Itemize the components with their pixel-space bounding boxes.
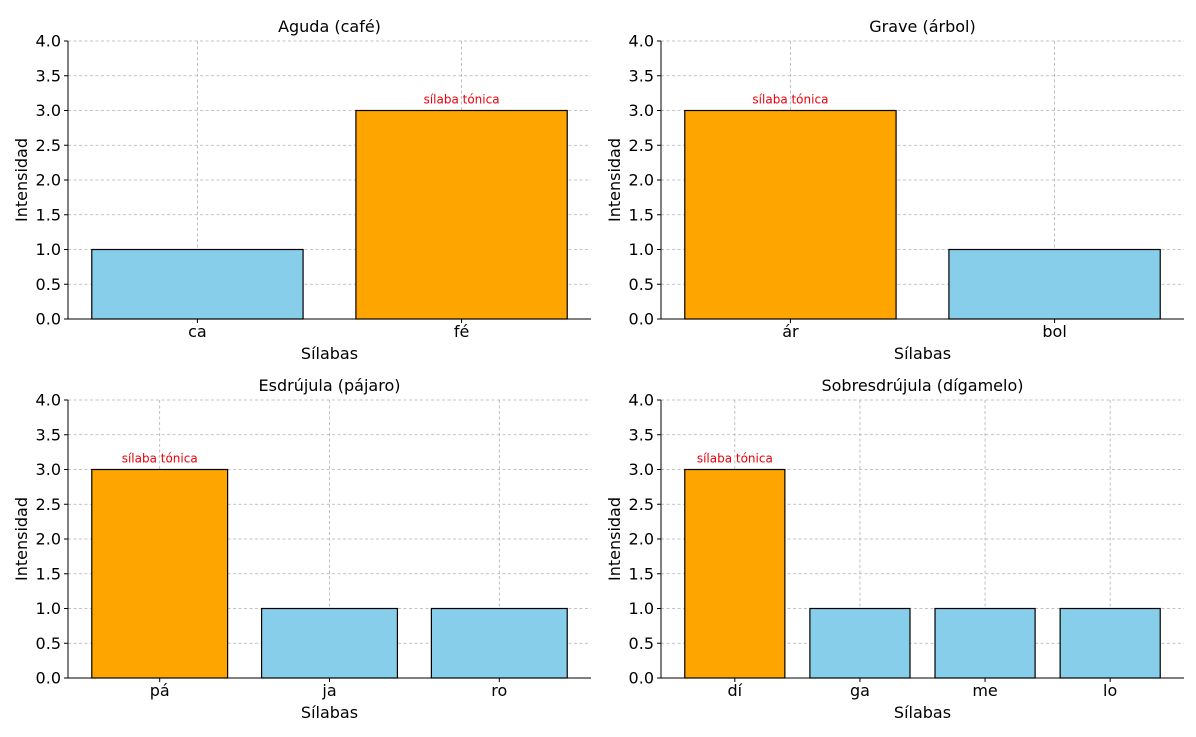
chart-title: Grave (árbol) <box>869 17 975 36</box>
x-axis-label: Sílabas <box>301 703 358 722</box>
bar <box>260 607 399 679</box>
y-axis-label: Intensidad <box>12 497 31 581</box>
grid <box>68 399 591 679</box>
y-tick-label: 4.0 <box>629 391 654 410</box>
chart-panel-1: sílaba tónica 0.0 0.5 1.0 1.5 2.0 2.5 3.0 3.5 4.0… <box>12 17 591 363</box>
x-tick-label: ár <box>782 322 799 341</box>
annotation-label: sílaba tónica <box>424 93 500 107</box>
annotation-label: sílaba tónica <box>122 452 198 466</box>
x-tick-label: ro <box>491 681 507 700</box>
x-tick-label: fé <box>454 322 469 341</box>
bar-stressed <box>91 468 229 679</box>
chart-title: Esdrújula (pájaro) <box>259 376 401 395</box>
y-tick-label: 3.5 <box>629 425 654 444</box>
y-tick-label: 3.0 <box>629 101 654 120</box>
annotation-label: sílaba tónica <box>752 93 828 107</box>
y-tick-label: 3.5 <box>36 66 61 85</box>
y-axis-label: Intensidad <box>605 138 624 222</box>
x-tick-label: ca <box>188 322 207 341</box>
x-tick-label: pá <box>150 681 170 700</box>
y-axis-label: Intensidad <box>605 497 624 581</box>
bar <box>948 248 1161 320</box>
chart-panel-3: sílaba tónica 0.0 0.5 1.0 1.5 2.0 2.5 3.0 3.5 4.0… <box>12 376 591 722</box>
y-tick-label: 4.0 <box>36 391 61 410</box>
x-tick-label: ja <box>321 681 336 700</box>
chart-title: Aguda (café) <box>278 17 381 36</box>
chart-panel-4: sílaba tónica 0.0 0.5 1.0 1.5 2.0 2.5 3.0 3.5 4.0… <box>605 376 1184 722</box>
y-tick-label: 1.5 <box>36 564 61 583</box>
x-tick-label: dí <box>728 681 743 700</box>
y-tick-label: 3.0 <box>36 460 61 479</box>
y-tick-label: 2.5 <box>629 495 654 514</box>
bar <box>1059 607 1161 679</box>
y-tick-label: 1.0 <box>629 599 654 618</box>
bar <box>934 607 1036 679</box>
bar <box>91 248 304 320</box>
y-tick-label: 2.5 <box>36 495 61 514</box>
y-tick-label: 0.0 <box>629 669 654 688</box>
y-tick-label: 1.0 <box>629 240 654 259</box>
y-tick-label: 3.0 <box>629 460 654 479</box>
y-tick-label: 2.0 <box>36 530 61 549</box>
y-tick-label: 2.0 <box>36 171 61 190</box>
y-tick-label: 0.0 <box>36 669 61 688</box>
y-tick-label: 0.5 <box>36 275 61 294</box>
y-tick-label: 1.5 <box>629 564 654 583</box>
y-tick-label: 0.5 <box>629 634 654 653</box>
y-tick-label: 1.5 <box>629 205 654 224</box>
x-axis-label: Sílabas <box>894 344 951 363</box>
bar-stressed <box>355 109 568 320</box>
y-tick-label: 2.0 <box>629 171 654 190</box>
bar-stressed <box>684 468 786 679</box>
y-tick-label: 3.5 <box>629 66 654 85</box>
bar <box>809 607 911 679</box>
y-tick-label: 4.0 <box>629 32 654 51</box>
y-tick-label: 2.5 <box>36 136 61 155</box>
y-tick-label: 2.0 <box>629 530 654 549</box>
chart-panel-2: sílaba tónica 0.0 0.5 1.0 1.5 2.0 2.5 3.0 3.5 4.0… <box>605 17 1184 363</box>
y-tick-label: 1.0 <box>36 240 61 259</box>
y-tick-label: 4.0 <box>36 32 61 51</box>
x-axis-label: Sílabas <box>301 344 358 363</box>
y-axis-label: Intensidad <box>12 138 31 222</box>
x-tick-label: ga <box>850 681 870 700</box>
bar <box>430 607 568 679</box>
y-tick-label: 3.0 <box>36 101 61 120</box>
x-tick-label: lo <box>1103 681 1117 700</box>
y-tick-label: 0.5 <box>629 275 654 294</box>
y-tick-label: 0.0 <box>36 310 61 329</box>
x-tick-label: bol <box>1042 322 1066 341</box>
y-tick-label: 3.5 <box>36 425 61 444</box>
y-tick-label: 0.5 <box>36 634 61 653</box>
chart-title: Sobresdrújula (dígamelo) <box>821 376 1023 395</box>
y-tick-label: 1.5 <box>36 205 61 224</box>
y-tick-label: 0.0 <box>629 310 654 329</box>
x-tick-label: me <box>972 681 997 700</box>
y-tick-label: 1.0 <box>36 599 61 618</box>
y-tick-label: 2.5 <box>629 136 654 155</box>
annotation-label: sílaba tónica <box>697 452 773 466</box>
bar-stressed <box>684 109 897 320</box>
x-axis-label: Sílabas <box>894 703 951 722</box>
